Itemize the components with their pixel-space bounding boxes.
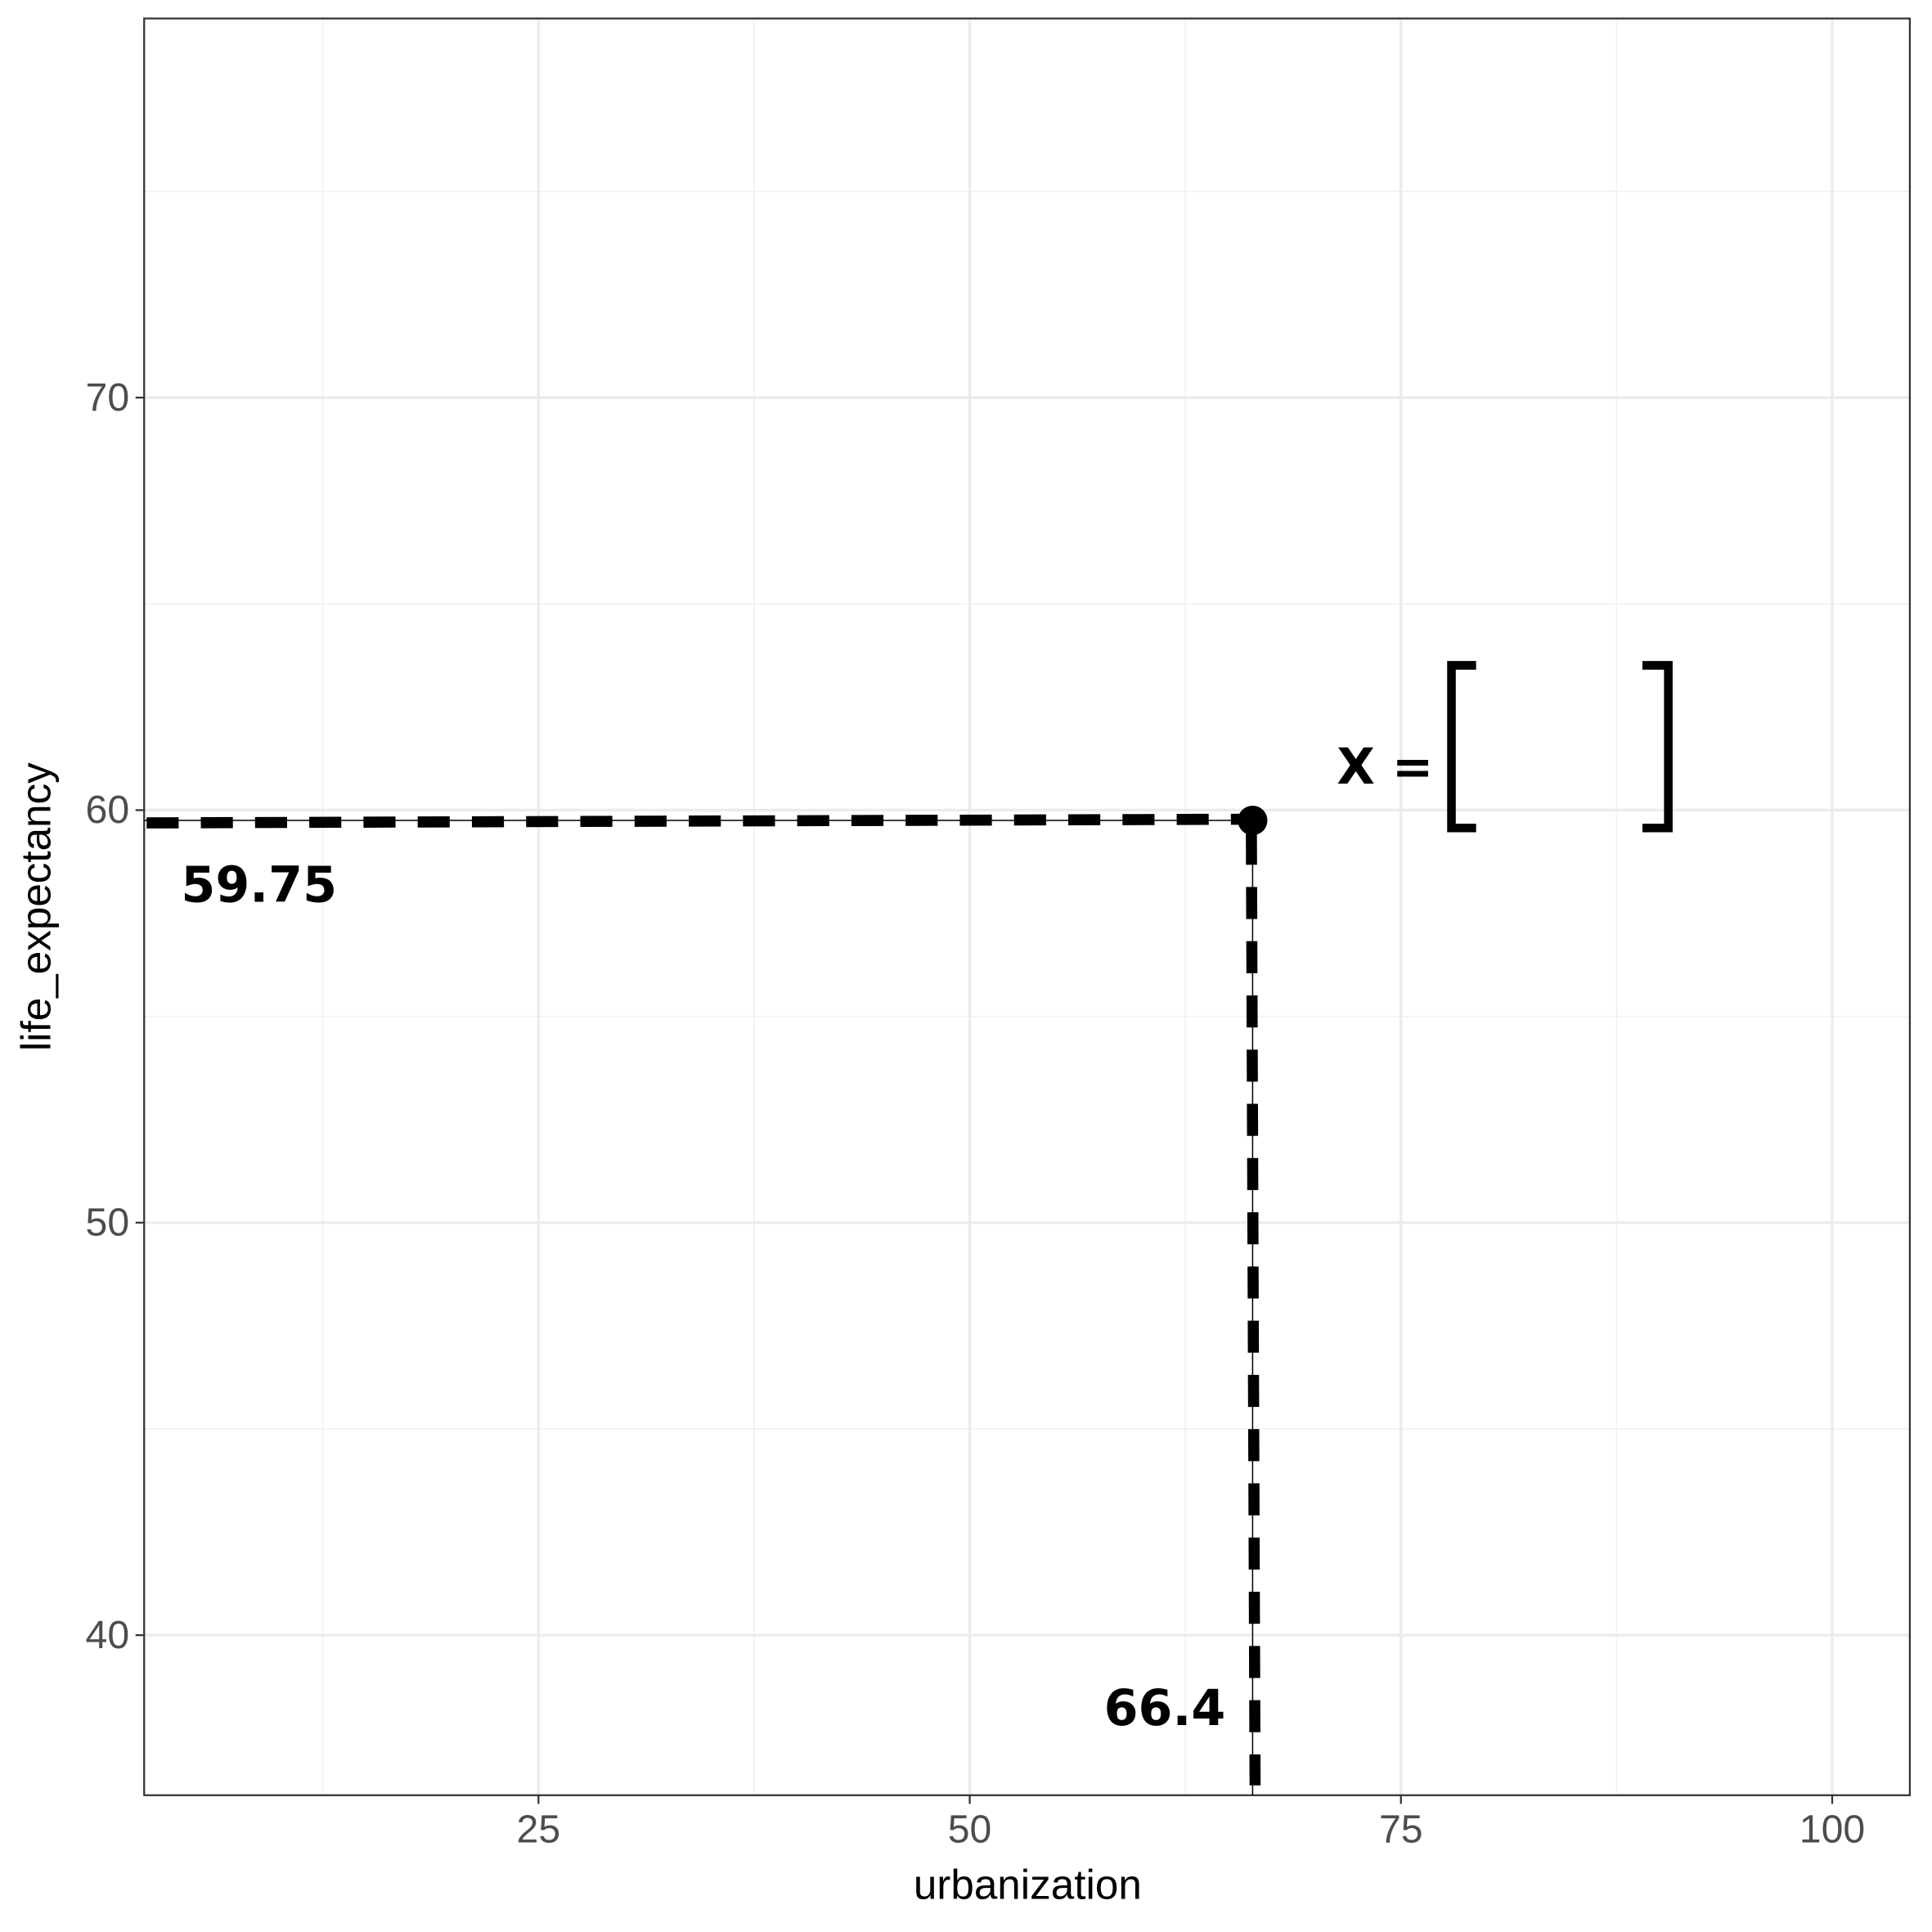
guide-line-dashed [146,813,1253,829]
y-tick-label: 60 [86,788,130,832]
annotation: X = [1337,739,1433,796]
y-axis-title: life_expectancy [13,762,60,1051]
left-bracket [1447,661,1476,833]
y-tick-label: 50 [86,1201,130,1245]
grid [144,18,1910,1795]
panel-border [143,17,1912,1796]
x-tick-label: 50 [948,1808,992,1852]
point [1238,805,1268,836]
y-tick-label: 40 [86,1613,130,1657]
x-tick-label: 75 [1379,1808,1423,1852]
x-tick-label: 100 [1799,1808,1865,1852]
value-label: 59.75 [181,856,337,914]
x-axis-title: urbanization [914,1861,1142,1907]
right-bracket [1642,661,1673,833]
x-tick-label: 25 [517,1808,561,1852]
y-tick-label: 70 [86,375,130,420]
value-label: 66.4 [1104,1680,1226,1737]
